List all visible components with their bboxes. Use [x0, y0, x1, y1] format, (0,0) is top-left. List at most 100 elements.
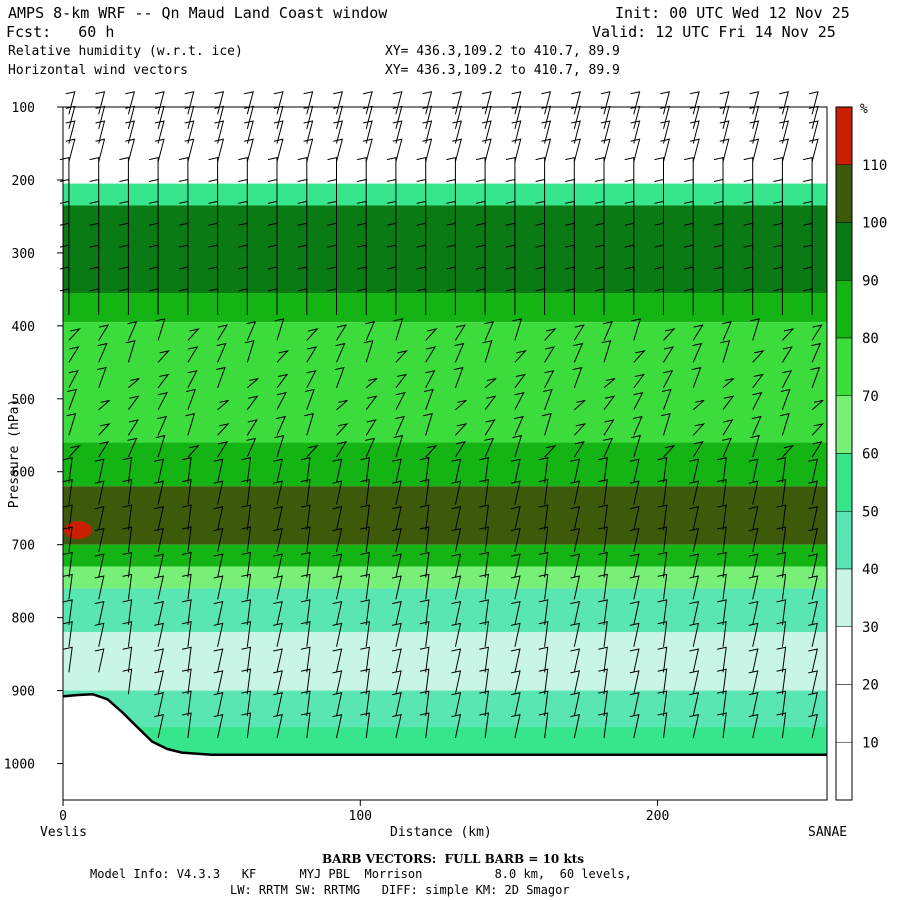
wind-barb	[570, 670, 581, 695]
wind-barb	[94, 575, 105, 600]
wind-barb	[327, 178, 337, 206]
wind-barb	[267, 222, 278, 250]
wind-barb	[689, 553, 700, 578]
wind-barb	[241, 526, 252, 553]
wind-barb	[94, 458, 105, 483]
wind-barb	[208, 288, 219, 315]
wind-barb	[684, 200, 694, 228]
wind-barb	[63, 551, 73, 578]
y-tick-label: 300	[12, 247, 35, 262]
wind-barb	[122, 478, 133, 505]
wind-barb	[446, 288, 456, 315]
wind-barb	[416, 222, 427, 250]
wind-barb	[184, 138, 195, 162]
wind-barb	[505, 156, 516, 184]
wind-barb	[419, 621, 430, 647]
wind-barb	[684, 156, 694, 184]
wind-barb	[600, 120, 611, 144]
wind-barb	[748, 622, 759, 647]
wind-barb	[657, 457, 668, 483]
wind-barb	[148, 200, 159, 228]
wind-barb	[475, 266, 486, 293]
wind-barb	[273, 575, 283, 600]
wind-barb	[241, 712, 252, 739]
wind-barb	[811, 423, 825, 436]
wind-barb	[332, 527, 343, 553]
wind-barb	[300, 668, 311, 695]
wind-barb	[122, 599, 133, 625]
wind-barb	[416, 244, 427, 272]
wind-barb	[300, 599, 311, 625]
wind-barb	[808, 575, 818, 600]
wind-barb	[776, 478, 787, 505]
wind-barb	[570, 713, 581, 739]
wind-barb	[244, 138, 254, 162]
wind-barb	[570, 527, 581, 553]
wind-barb	[95, 120, 106, 144]
wind-barb	[629, 713, 640, 739]
wind-barb	[217, 324, 229, 341]
wind-barb	[360, 526, 370, 553]
wind-barb	[423, 388, 434, 410]
wind-barb	[306, 346, 318, 363]
wind-barb	[178, 156, 189, 184]
wind-barb	[776, 573, 787, 600]
rh-band	[63, 727, 827, 757]
wind-barb	[244, 340, 255, 363]
wind-barb	[743, 266, 754, 293]
wind-barb	[573, 441, 585, 458]
wind-barb	[391, 553, 402, 578]
wind-barb	[157, 415, 168, 436]
wind-barb	[451, 622, 462, 647]
wind-barb	[570, 553, 581, 578]
rh-band	[63, 293, 827, 323]
wind-barb	[631, 434, 642, 458]
wind-barb	[446, 178, 456, 206]
wind-barb	[713, 200, 724, 228]
wind-barb	[63, 621, 73, 647]
wind-barb	[510, 575, 521, 600]
wind-barb	[630, 120, 641, 144]
wind-barb	[510, 506, 521, 531]
wind-barb	[154, 553, 164, 578]
wind-barb	[689, 670, 700, 695]
wind-barbs	[59, 91, 825, 739]
wind-barb	[303, 120, 314, 144]
wind-barb	[365, 378, 378, 389]
wind-barb	[776, 526, 787, 553]
wind-barb	[808, 713, 818, 739]
wind-barb	[181, 599, 192, 625]
wind-barb	[276, 391, 287, 410]
wind-barb	[808, 480, 818, 505]
wind-barb	[484, 395, 497, 411]
wind-barb	[391, 648, 402, 673]
wind-barb	[535, 244, 546, 272]
wind-barb	[362, 138, 373, 162]
wind-barb	[773, 178, 783, 206]
wind-barb	[360, 599, 370, 625]
wind-barb	[68, 346, 80, 363]
wind-barb	[297, 200, 308, 228]
wind-barb	[510, 600, 521, 626]
wind-barb	[598, 526, 608, 553]
wind-barb	[598, 478, 608, 505]
wind-barb	[419, 526, 430, 553]
wind-barb	[722, 395, 735, 410]
wind-barb	[332, 648, 343, 673]
wind-barb	[657, 551, 668, 578]
wind-barb	[573, 399, 586, 411]
wind-barb	[274, 318, 285, 341]
wind-barb	[660, 138, 670, 162]
rh-band	[63, 205, 827, 294]
wind-barb	[273, 670, 283, 695]
y-tick-label: 400	[12, 320, 35, 335]
rh-band	[63, 544, 827, 567]
wind-barb	[538, 457, 549, 483]
wind-barb	[306, 328, 319, 341]
wind-barb	[217, 423, 230, 436]
wind-barb	[663, 328, 676, 341]
wind-barb	[238, 178, 248, 206]
wind-barb	[357, 266, 367, 293]
rh-band	[63, 566, 827, 589]
wind-barb	[594, 266, 605, 293]
